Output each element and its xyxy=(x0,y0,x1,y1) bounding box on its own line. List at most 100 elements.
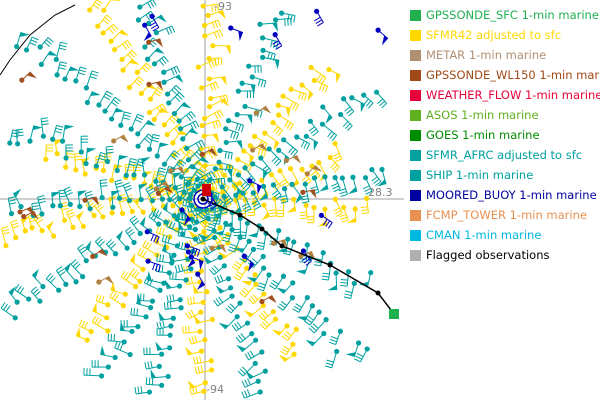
station-dot xyxy=(160,197,165,202)
station-dot xyxy=(207,177,212,182)
station-dot xyxy=(217,148,222,153)
legend-item[interactable]: GPSSONDE_SFC 1-min marine xyxy=(410,5,599,25)
station-dot xyxy=(147,110,152,115)
station-dot xyxy=(137,4,142,9)
station-dot xyxy=(13,235,18,240)
observation-map[interactable]: 28.3 -94 -93 xyxy=(0,0,404,400)
station-dot xyxy=(113,251,118,256)
station-dot xyxy=(124,173,129,178)
barb-feather xyxy=(67,154,74,155)
station-dot xyxy=(100,214,105,219)
station-dot xyxy=(312,175,317,180)
station-dot xyxy=(210,43,215,48)
station-dot xyxy=(155,153,160,158)
legend-panel: GPSSONDE_SFC 1-min marine SFMR42 adjusted… xyxy=(404,0,600,400)
station-dot xyxy=(253,338,258,343)
station-dot xyxy=(291,352,296,357)
station-dot xyxy=(251,247,256,252)
legend-label: SFMR42 adjusted to sfc xyxy=(426,28,561,42)
station-dot xyxy=(246,64,251,69)
station-dot xyxy=(206,56,211,61)
station-dot xyxy=(161,70,166,75)
lon-label-top: -93 xyxy=(214,0,232,13)
barb-feather xyxy=(59,193,66,194)
station-dot xyxy=(19,78,24,83)
station-dot xyxy=(236,172,241,177)
station-dot xyxy=(131,240,136,245)
station-dot xyxy=(262,131,267,136)
station-dot xyxy=(291,239,296,244)
station-dot xyxy=(199,85,204,90)
station-dot xyxy=(139,197,144,202)
station-dot xyxy=(15,141,20,146)
station-dot xyxy=(253,272,258,277)
station-dot xyxy=(39,211,44,216)
station-dot xyxy=(77,204,82,209)
legend-label: GOES 1-min marine xyxy=(426,128,540,142)
station-dot xyxy=(137,279,142,284)
legend-item[interactable]: MOORED_BUOY 1-min marine xyxy=(410,185,597,205)
legend-item[interactable]: ASOS 1-min marine xyxy=(410,105,539,125)
legend-item[interactable]: SFMR_AFRC adjusted to sfc xyxy=(410,145,582,165)
station-dot xyxy=(235,314,240,319)
station-dot xyxy=(9,211,14,216)
station-dot xyxy=(177,196,182,201)
station-dot xyxy=(172,213,177,218)
station-dot xyxy=(130,209,135,214)
station-dot xyxy=(129,329,134,334)
station-dot xyxy=(250,74,255,79)
station-dot xyxy=(50,137,55,142)
station-dot xyxy=(87,7,92,12)
legend-label: GPSSONDE_WL150 1-min marine xyxy=(426,68,600,82)
station-dot xyxy=(273,316,278,321)
station-dot xyxy=(152,117,157,122)
station-dot xyxy=(309,65,314,70)
station-dot xyxy=(222,194,227,199)
legend-item[interactable]: SHIP 1-min marine xyxy=(410,165,533,185)
station-dot xyxy=(182,189,187,194)
station-dot xyxy=(290,280,295,285)
station-dot xyxy=(269,172,274,177)
map-canvas[interactable] xyxy=(0,0,404,400)
station-dot xyxy=(186,157,191,162)
station-dot xyxy=(324,317,329,322)
station-dot xyxy=(281,274,286,279)
station-dot xyxy=(37,299,42,304)
station-dot xyxy=(105,302,110,307)
station-dot xyxy=(209,367,214,372)
station-dot xyxy=(270,120,275,125)
legend-item[interactable]: Flagged observations xyxy=(410,245,550,265)
legend-item[interactable]: SFMR42 adjusted to sfc xyxy=(410,25,561,45)
barb-feather xyxy=(300,215,307,216)
station-dot xyxy=(166,374,171,379)
station-dot xyxy=(166,100,171,105)
station-dot xyxy=(254,110,259,115)
legend-item[interactable]: FCMP_TOWER 1-min marine xyxy=(410,205,587,225)
station-dot xyxy=(279,11,284,16)
station-dot xyxy=(320,122,325,127)
station-dot xyxy=(63,165,68,170)
station-dot xyxy=(106,364,111,369)
station-dot xyxy=(258,389,263,394)
station-dot xyxy=(109,39,114,44)
station-dot xyxy=(171,316,176,321)
legend-item[interactable]: WEATHER_FLOW 1-min marine xyxy=(410,85,600,105)
station-dot xyxy=(73,78,78,83)
station-dot xyxy=(198,310,203,315)
station-dot xyxy=(129,126,134,131)
legend-item[interactable]: CMAN 1-min marine xyxy=(410,225,541,245)
station-dot xyxy=(266,272,271,277)
station-dot xyxy=(301,248,306,253)
station-dot xyxy=(237,301,242,306)
station-dot xyxy=(27,139,32,144)
legend-item[interactable]: GOES 1-min marine xyxy=(410,125,540,145)
station-dot xyxy=(321,331,326,336)
station-dot xyxy=(14,44,19,49)
center-marker xyxy=(202,184,211,196)
legend-item[interactable]: METAR 1-min marine xyxy=(410,45,546,65)
station-dot xyxy=(350,175,355,180)
station-dot xyxy=(70,225,75,230)
station-dot xyxy=(167,270,172,275)
legend-item[interactable]: GPSSONDE_WL150 1-min marine xyxy=(410,65,600,85)
station-dot xyxy=(223,221,228,226)
